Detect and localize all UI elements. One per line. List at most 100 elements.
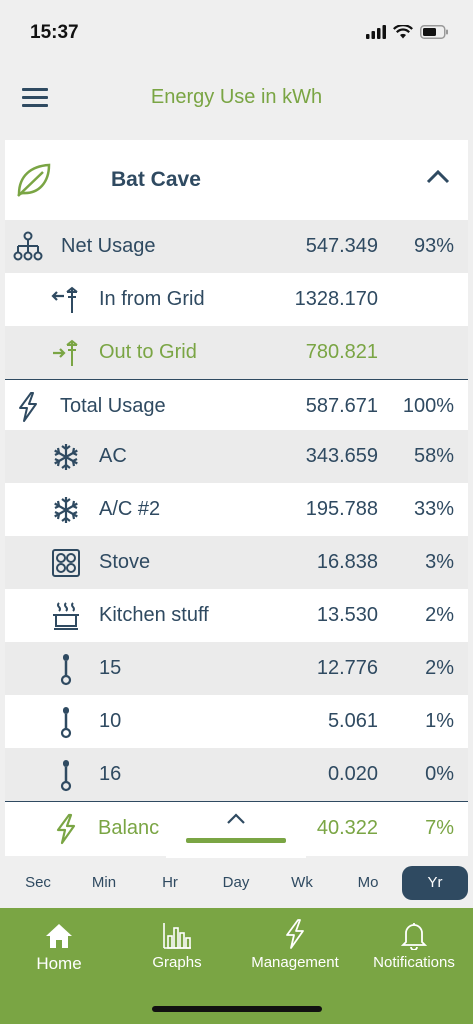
row-value: 5.061 (327, 710, 378, 732)
row-percent: 100% (402, 395, 454, 417)
row-label: In from Grid (99, 288, 205, 310)
row-percent: 93% (413, 235, 454, 257)
drawer-handle-bar (186, 838, 286, 843)
row-label: AC (99, 445, 127, 467)
row-ac[interactable]: AC 343.659 58% (5, 430, 468, 483)
circuit-probe-icon (49, 705, 83, 739)
row-out-to-grid[interactable]: Out to Grid 780.821 (5, 326, 468, 379)
range-yr[interactable]: Yr (402, 866, 468, 900)
row-in-from-grid[interactable]: In from Grid 1328.170 (5, 273, 468, 326)
lightning-icon (49, 812, 83, 846)
circuit-probe-icon (49, 652, 83, 686)
leaf-icon (17, 163, 51, 197)
chevron-up-icon[interactable] (426, 168, 450, 184)
row-label: Net Usage (61, 235, 156, 257)
tab-management[interactable]: Management (242, 916, 348, 971)
row-label: 15 (99, 657, 122, 679)
section-divider (5, 801, 468, 802)
signal-icon (366, 25, 386, 39)
app-header: Energy Use in kWh (0, 64, 473, 136)
row-value: 16.838 (316, 551, 378, 573)
page-title: Energy Use in kWh (150, 86, 323, 108)
row-label: Kitchen stuff (99, 604, 209, 626)
range-mo[interactable]: Mo (357, 874, 379, 891)
row-label: Total Usage (60, 395, 166, 417)
grid-in-icon (49, 283, 83, 317)
row-percent: 2% (425, 657, 454, 679)
menu-line-icon (22, 88, 48, 91)
time-range-selector: Sec Min Hr Day Wk Mo Yr (0, 858, 473, 908)
row-circuit-15[interactable]: 15 12.776 2% (5, 642, 468, 695)
row-circuit-16[interactable]: 16 0.020 0% (5, 748, 468, 801)
range-hr[interactable]: Hr (162, 874, 178, 891)
lightning-icon (242, 916, 348, 950)
home-icon (20, 916, 98, 950)
tab-label: Management (251, 954, 339, 971)
range-wk[interactable]: Wk (291, 874, 313, 891)
row-label: A/C #2 (99, 498, 161, 520)
row-stove[interactable]: Stove 16.838 3% (5, 536, 468, 589)
site-header[interactable]: Bat Cave (5, 140, 468, 220)
grid-out-icon (49, 336, 83, 370)
row-percent: 7% (425, 817, 454, 839)
bell-icon (362, 916, 466, 950)
row-value: 195.788 (305, 498, 378, 520)
snowflake-icon (49, 493, 83, 527)
row-net-usage[interactable]: Net Usage 547.349 93% (5, 220, 468, 273)
tab-label: Notifications (373, 954, 455, 971)
row-ac-2[interactable]: A/C #2 195.788 33% (5, 483, 468, 536)
tab-label: Home (36, 954, 82, 973)
row-value: 343.659 (305, 445, 378, 467)
row-percent: 1% (425, 710, 454, 732)
snowflake-icon (49, 440, 83, 474)
status-bar: 15:37 (0, 0, 473, 64)
row-label: 16 (99, 763, 122, 785)
site-name: Bat Cave (111, 168, 201, 191)
row-label: Balanc (98, 817, 160, 839)
bar-chart-icon (132, 916, 222, 950)
drawer-handle[interactable] (166, 804, 306, 858)
home-indicator[interactable] (152, 1006, 322, 1012)
menu-line-icon (22, 104, 48, 107)
row-value: 780.821 (305, 341, 378, 363)
network-tree-icon (11, 230, 45, 264)
usage-card: Bat Cave Net Usage 547.349 93% In fr (5, 140, 468, 856)
row-percent: 2% (425, 604, 454, 626)
row-percent: 3% (425, 551, 454, 573)
row-percent: 58% (413, 445, 454, 467)
row-value: 12.776 (316, 657, 378, 679)
range-day[interactable]: Day (222, 874, 250, 891)
circuit-probe-icon (49, 758, 83, 792)
range-sec[interactable]: Sec (25, 874, 51, 891)
row-label: 10 (99, 710, 122, 732)
row-kitchen-stuff[interactable]: Kitchen stuff 13.530 2% (5, 589, 468, 642)
cooking-pot-icon (49, 599, 83, 633)
tab-notifications[interactable]: Notifications (362, 916, 466, 971)
tab-label: Graphs (152, 954, 202, 971)
row-value: 587.671 (305, 395, 378, 417)
battery-icon (420, 25, 448, 39)
lightning-icon (11, 390, 45, 424)
row-label: Stove (99, 551, 151, 573)
menu-line-icon (22, 96, 48, 99)
status-icons (366, 25, 449, 39)
row-value: 547.349 (305, 235, 378, 257)
chevron-up-icon (227, 813, 245, 824)
row-percent: 33% (413, 498, 454, 520)
bottom-tab-bar: Home Graphs Management (0, 908, 473, 1024)
tab-graphs[interactable]: Graphs (132, 916, 222, 971)
row-percent: 0% (425, 763, 454, 785)
tab-home[interactable]: Home (20, 916, 98, 974)
range-min[interactable]: Min (91, 874, 117, 891)
section-divider (5, 379, 468, 380)
menu-button[interactable] (22, 88, 48, 110)
row-circuit-10[interactable]: 10 5.061 1% (5, 695, 468, 748)
row-total-usage[interactable]: Total Usage 587.671 100% (5, 380, 468, 433)
row-value: 40.322 (316, 817, 378, 839)
row-value: 0.020 (327, 763, 378, 785)
row-value: 1328.170 (294, 288, 378, 310)
status-time: 15:37 (30, 22, 79, 43)
wifi-icon (393, 25, 413, 39)
row-value: 13.530 (316, 604, 378, 626)
row-label: Out to Grid (99, 341, 197, 363)
